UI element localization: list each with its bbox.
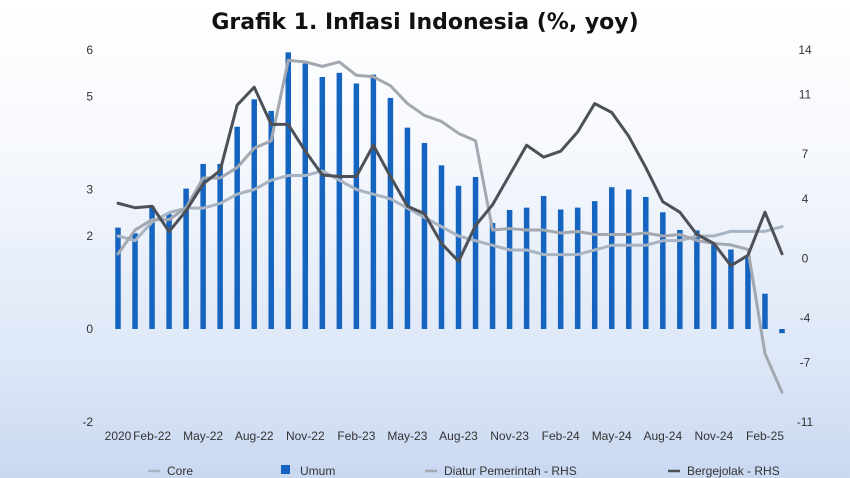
right-tick-label: -7 [800,356,811,370]
right-tick-label: 7 [802,147,809,161]
bar-umum [608,187,615,329]
right-tick-label: -11 [797,415,814,429]
bar-umum [268,110,274,329]
bar-umum [251,99,257,329]
bar-umum [455,185,462,329]
x-tick-label: Nov-22 [286,429,325,443]
left-tick-label: 3 [86,183,93,197]
x-tick-label: Feb-22 [133,429,171,443]
bars-layer [115,52,785,334]
bar-umum [166,214,172,329]
legend-label: Core [167,464,193,478]
bar-umum [574,207,581,329]
bar-umum [643,196,649,329]
bar-umum [217,163,223,329]
x-tick-label: May-22 [183,429,223,443]
x-tick-label: Aug-24 [643,429,682,443]
bar-umum [762,293,768,329]
bar-umum [711,243,717,329]
left-tick-label: 5 [86,90,93,104]
left-tick-label: 2 [86,229,93,243]
x-tick-label: Nov-24 [695,429,734,443]
right-tick-label: -4 [800,311,811,325]
bar-umum [694,230,700,329]
bar-umum [677,229,683,329]
left-tick-label: 0 [86,322,93,336]
bar-umum [745,255,751,329]
legend: Umum Core Diatur Pemerintah - RHS Bergejola… [148,464,780,478]
bar-umum [149,206,155,329]
bar-umum [404,127,411,330]
bar-umum [132,233,138,329]
right-axis: -11 -7 -4 0 4 7 11 14 [797,43,814,429]
chart-title: Grafik 1. Inflasi Indonesia (%, yoy) [211,10,639,35]
bar-umum [183,188,189,329]
right-tick-label: 14 [798,43,812,57]
bar-umum [234,126,240,329]
bar-umum [779,329,785,334]
left-tick-label: 6 [86,43,93,57]
x-tick-label: Aug-23 [439,429,478,443]
x-tick-label: May-24 [592,429,632,443]
legend-label: Bergejolak - RHS [687,464,780,478]
bar-umum [421,143,428,329]
bar-umum [200,163,206,329]
legend-label: Umum [300,464,335,478]
line-diatur-pemerintah-rhs [116,58,784,394]
bar-umum [387,97,394,330]
bar-umum [438,165,445,329]
line-bergejolak-rhs [116,85,784,268]
x-tick-label: 2020 [105,429,132,443]
bar-umum [353,83,360,329]
bar-umum [591,201,598,330]
right-tick-label: 0 [802,251,809,265]
legend-label: Diatur Pemerintah - RHS [444,464,577,478]
right-tick-label: 11 [799,88,812,102]
x-tick-label: Feb-23 [337,429,375,443]
bar-umum [319,76,326,329]
bar-umum [506,209,513,329]
bar-umum [302,63,309,330]
x-tick-label: Feb-25 [746,429,784,443]
legend-swatch-umum [281,465,290,474]
bar-umum [626,189,632,329]
left-tick-label: -2 [82,415,93,429]
lines-layer [116,58,784,394]
x-axis: 2020 Feb-22 May-22 Aug-22 Nov-22 Feb-23 May-23… [105,429,785,443]
line-core [116,169,784,257]
bar-umum [557,209,564,329]
bar-umum [728,249,734,329]
bar-umum [489,222,496,329]
right-tick-label: 4 [802,192,809,206]
x-tick-label: Feb-24 [542,429,580,443]
bar-umum [523,207,530,329]
bar-umum [285,52,292,329]
x-tick-label: Nov-23 [490,429,529,443]
x-tick-label: Aug-22 [235,429,274,443]
bar-umum [115,227,121,329]
left-axis: -2 0 2 3 5 6 [82,43,93,429]
x-tick-label: May-23 [387,429,427,443]
bar-umum [660,212,666,329]
bar-umum [540,196,547,329]
bar-umum [336,72,343,329]
bar-umum [472,176,479,329]
bar-umum [370,74,377,330]
